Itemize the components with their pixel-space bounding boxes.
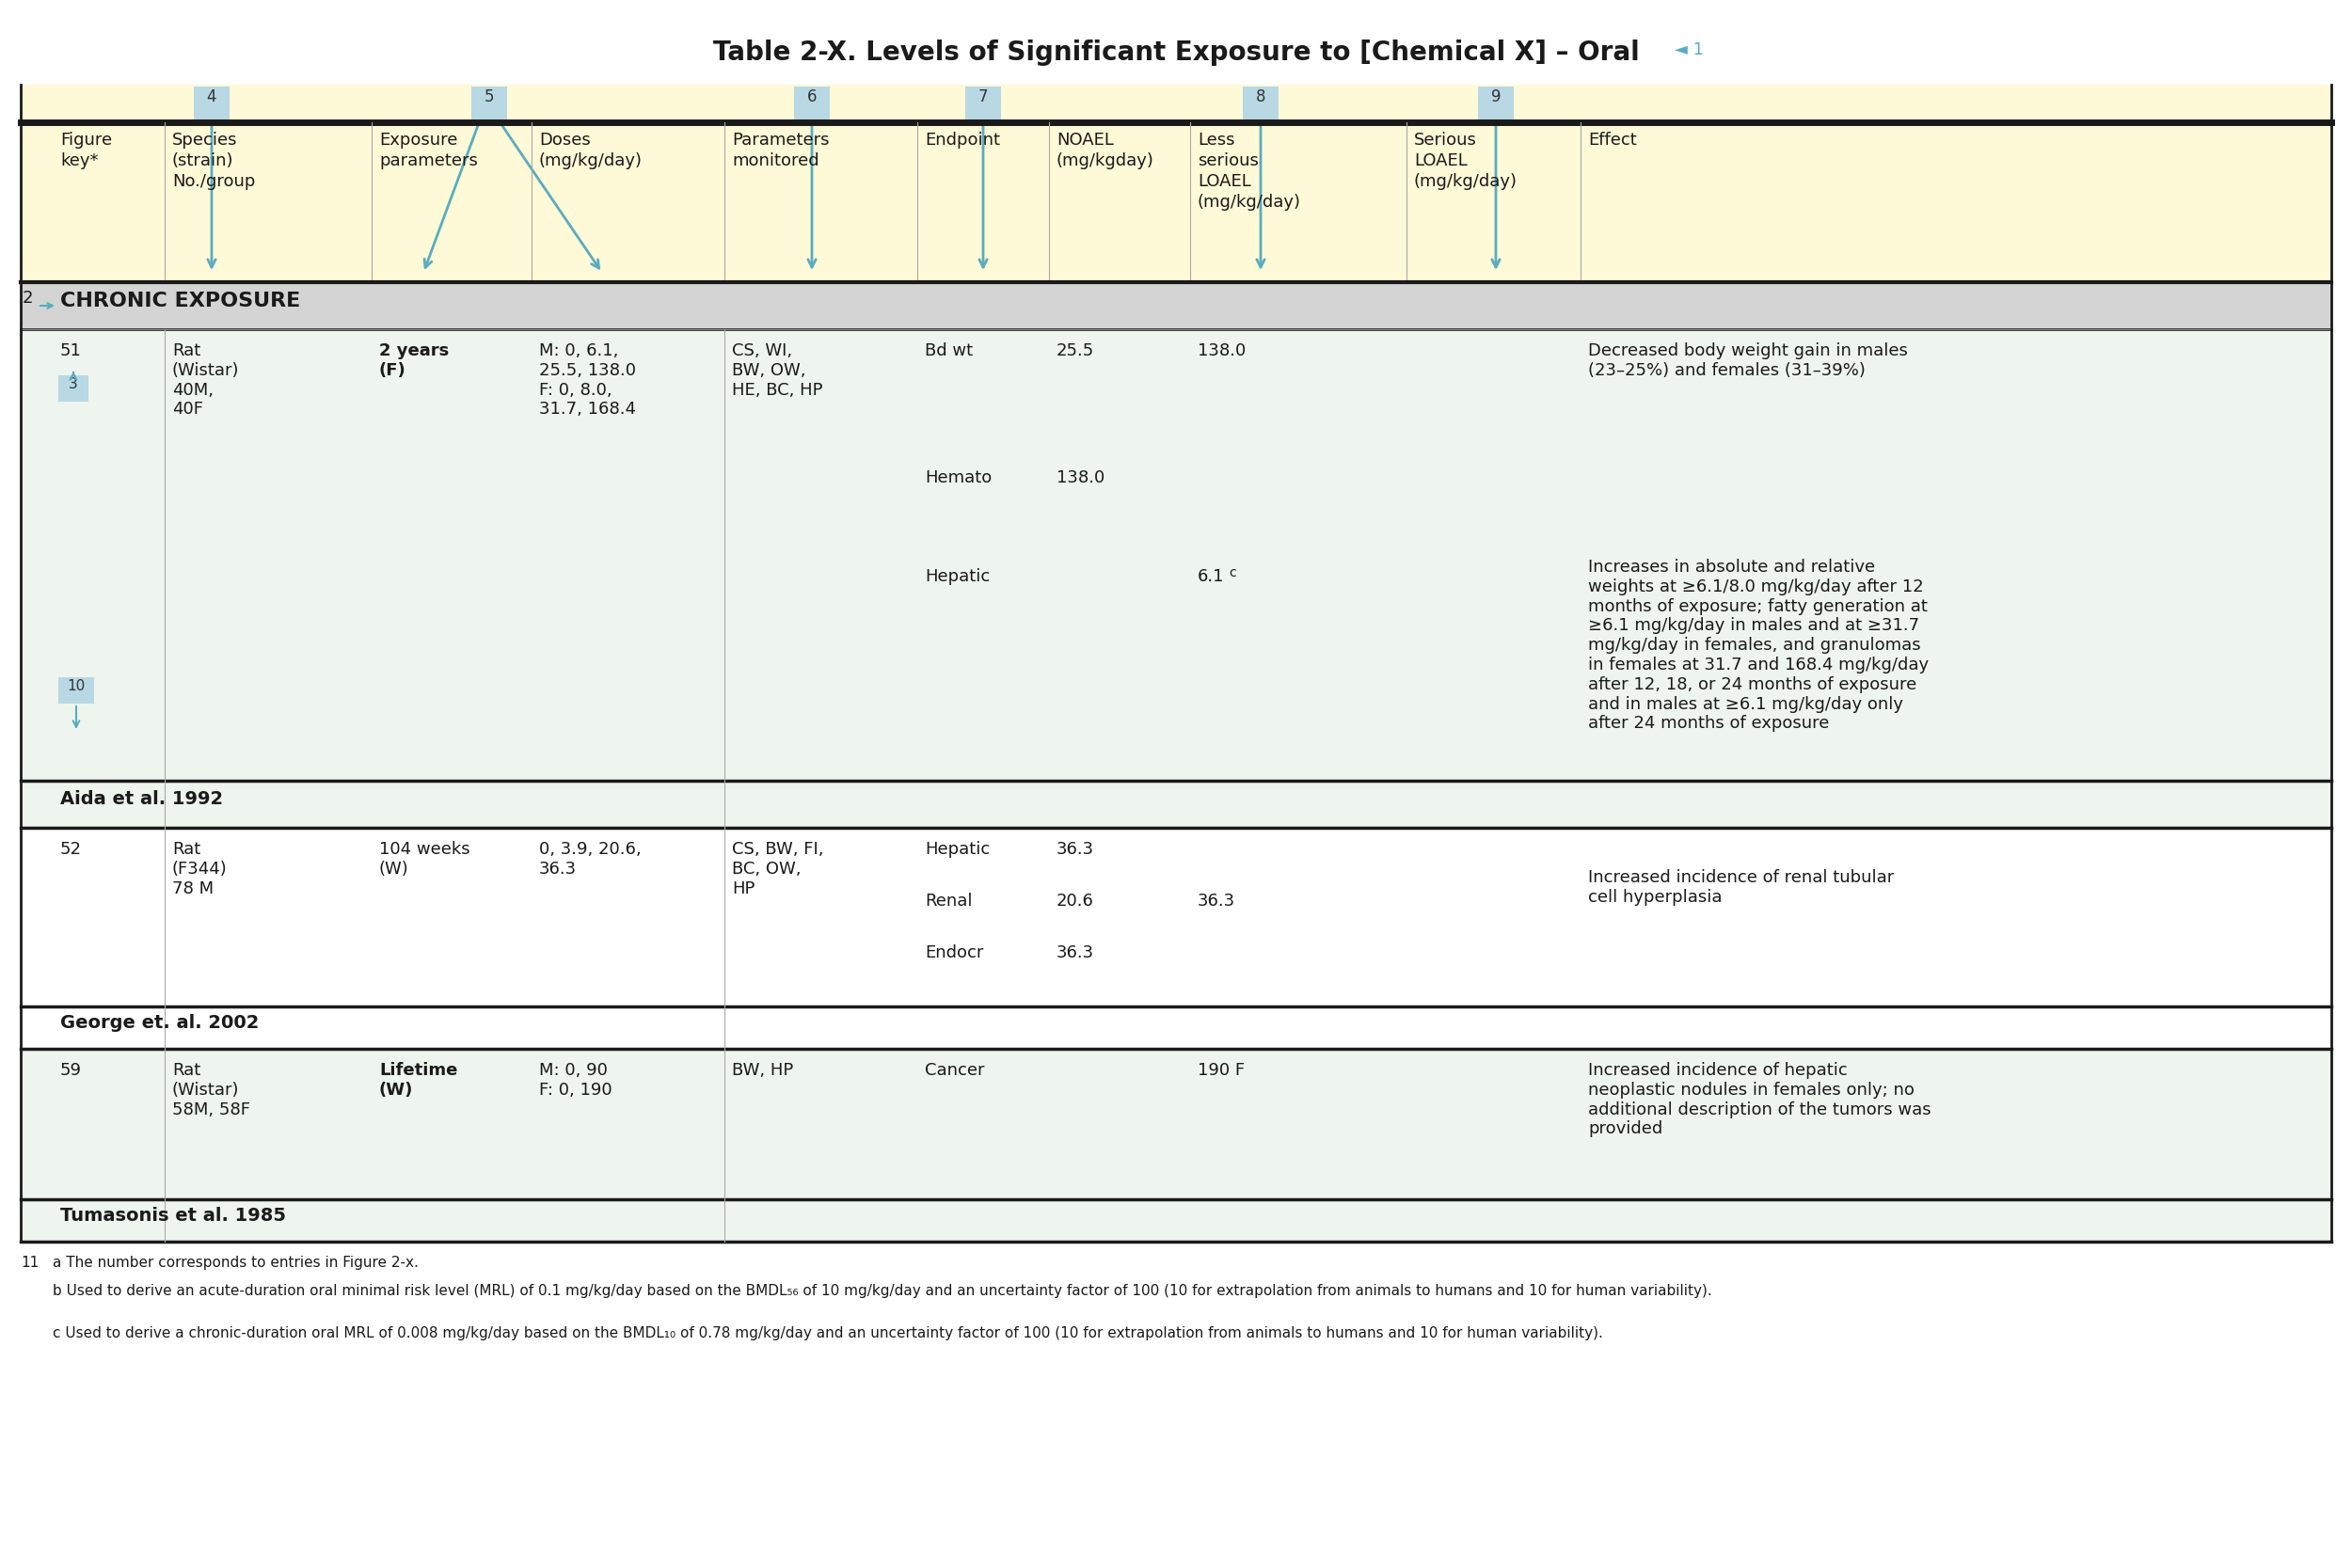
Bar <box>1242 86 1279 121</box>
Text: parameters: parameters <box>379 152 477 169</box>
Text: 36.3: 36.3 <box>1056 840 1094 858</box>
Bar <box>59 375 89 401</box>
Text: LOAEL: LOAEL <box>1197 172 1251 190</box>
Text: Endpoint: Endpoint <box>924 132 1000 149</box>
Text: 2: 2 <box>24 290 33 307</box>
Text: Effect: Effect <box>1588 132 1637 149</box>
Text: BW, HP: BW, HP <box>731 1062 793 1079</box>
Text: NOAEL: NOAEL <box>1056 132 1115 149</box>
Text: Increased incidence of hepatic
neoplastic nodules in females only; no
additional: Increased incidence of hepatic neoplasti… <box>1588 1062 1931 1137</box>
Text: Increases in absolute and relative
weights at ≥6.1/8.0 mg/kg/day after 12
months: Increases in absolute and relative weigh… <box>1588 558 1929 732</box>
Bar <box>59 677 94 704</box>
Text: M: 0, 90
F: 0, 190: M: 0, 90 F: 0, 190 <box>539 1062 612 1099</box>
Text: 5: 5 <box>485 88 494 105</box>
Text: No./group: No./group <box>172 172 256 190</box>
Text: Decreased body weight gain in males
(23–25%) and females (31–39%): Decreased body weight gain in males (23–… <box>1588 342 1907 379</box>
Text: 9: 9 <box>1491 88 1501 105</box>
Text: Endocr: Endocr <box>924 944 983 961</box>
Text: 138.0: 138.0 <box>1056 469 1105 486</box>
Bar <box>21 329 2331 781</box>
Text: a The number corresponds to entries in Figure 2-x.: a The number corresponds to entries in F… <box>52 1256 419 1270</box>
Text: 51: 51 <box>61 342 82 359</box>
Bar <box>1477 86 1515 121</box>
Text: Hepatic: Hepatic <box>924 568 990 585</box>
Text: CS, BW, FI,
BC, OW,
HP: CS, BW, FI, BC, OW, HP <box>731 840 823 897</box>
Text: 104 weeks
(W): 104 weeks (W) <box>379 840 470 878</box>
Text: Less: Less <box>1197 132 1235 149</box>
Text: Rat
(Wistar)
58M, 58F: Rat (Wistar) 58M, 58F <box>172 1062 249 1118</box>
Text: Exposure: Exposure <box>379 132 459 149</box>
Text: 0, 3.9, 20.6,
36.3: 0, 3.9, 20.6, 36.3 <box>539 840 642 878</box>
Text: M: 0, 6.1,
25.5, 138.0
F: 0, 8.0,
31.7, 168.4: M: 0, 6.1, 25.5, 138.0 F: 0, 8.0, 31.7, … <box>539 342 635 419</box>
Bar <box>21 1200 2331 1242</box>
Text: (strain): (strain) <box>172 152 233 169</box>
Text: Lifetime
(W): Lifetime (W) <box>379 1062 459 1099</box>
Text: CS, WI,
BW, OW,
HE, BC, HP: CS, WI, BW, OW, HE, BC, HP <box>731 342 823 398</box>
Text: 4: 4 <box>207 88 216 105</box>
Text: 8: 8 <box>1256 88 1265 105</box>
Text: 6.1: 6.1 <box>1197 568 1225 585</box>
Text: ◄ 1: ◄ 1 <box>1675 41 1703 58</box>
Text: c Used to derive a chronic-duration oral MRL of 0.008 mg/kg/day based on the BMD: c Used to derive a chronic-duration oral… <box>52 1327 1604 1341</box>
Text: (mg/kg/day): (mg/kg/day) <box>539 152 642 169</box>
Text: 3: 3 <box>68 378 78 392</box>
Text: CHRONIC EXPOSURE: CHRONIC EXPOSURE <box>61 292 301 310</box>
Text: 25.5: 25.5 <box>1056 342 1094 359</box>
Text: 52: 52 <box>61 840 82 858</box>
Bar <box>21 282 2331 329</box>
Text: 6: 6 <box>807 88 816 105</box>
Text: 36.3: 36.3 <box>1197 892 1235 909</box>
Text: c: c <box>1228 566 1235 580</box>
Text: Rat
(F344)
78 M: Rat (F344) 78 M <box>172 840 228 897</box>
Text: 20.6: 20.6 <box>1056 892 1094 909</box>
Bar <box>21 828 2331 1007</box>
Text: Increased incidence of renal tubular
cell hyperplasia: Increased incidence of renal tubular cel… <box>1588 869 1893 906</box>
Text: Renal: Renal <box>924 892 971 909</box>
Text: Aida et al. 1992: Aida et al. 1992 <box>61 790 223 808</box>
Text: Doses: Doses <box>539 132 590 149</box>
Text: b Used to derive an acute-duration oral minimal risk level (MRL) of 0.1 mg/kg/da: b Used to derive an acute-duration oral … <box>52 1284 1712 1298</box>
Text: Parameters: Parameters <box>731 132 830 149</box>
Text: LOAEL: LOAEL <box>1414 152 1468 169</box>
Text: 59: 59 <box>61 1062 82 1079</box>
Text: Bd wt: Bd wt <box>924 342 974 359</box>
Bar <box>964 86 1002 121</box>
Text: Table 2-X. Levels of Significant Exposure to [Chemical X] – Oral: Table 2-X. Levels of Significant Exposur… <box>713 39 1639 66</box>
Text: 190 F: 190 F <box>1197 1062 1244 1079</box>
Text: 7: 7 <box>978 88 988 105</box>
Text: Rat
(Wistar)
40M,
40F: Rat (Wistar) 40M, 40F <box>172 342 240 419</box>
Text: Cancer: Cancer <box>924 1062 985 1079</box>
Text: key*: key* <box>61 152 99 169</box>
Bar <box>21 85 2331 282</box>
Bar <box>21 1007 2331 1049</box>
Text: Tumasonis et al. 1985: Tumasonis et al. 1985 <box>61 1207 287 1225</box>
Bar <box>795 86 830 121</box>
Bar <box>21 781 2331 828</box>
Text: Figure: Figure <box>61 132 113 149</box>
Text: 10: 10 <box>68 679 85 693</box>
Text: 2 years
(F): 2 years (F) <box>379 342 449 379</box>
Text: (mg/kgday): (mg/kgday) <box>1056 152 1155 169</box>
Bar <box>21 1049 2331 1200</box>
Text: monitored: monitored <box>731 152 818 169</box>
Text: Species: Species <box>172 132 238 149</box>
Text: 36.3: 36.3 <box>1056 944 1094 961</box>
Text: serious: serious <box>1197 152 1258 169</box>
Text: (mg/kg/day): (mg/kg/day) <box>1414 172 1517 190</box>
Text: 138.0: 138.0 <box>1197 342 1247 359</box>
Text: George et. al. 2002: George et. al. 2002 <box>61 1014 259 1032</box>
Text: Serious: Serious <box>1414 132 1477 149</box>
Bar <box>193 86 230 121</box>
Text: 11: 11 <box>21 1256 38 1270</box>
Text: Hemato: Hemato <box>924 469 993 486</box>
Bar <box>470 86 508 121</box>
Text: Hepatic: Hepatic <box>924 840 990 858</box>
Text: (mg/kg/day): (mg/kg/day) <box>1197 194 1301 210</box>
